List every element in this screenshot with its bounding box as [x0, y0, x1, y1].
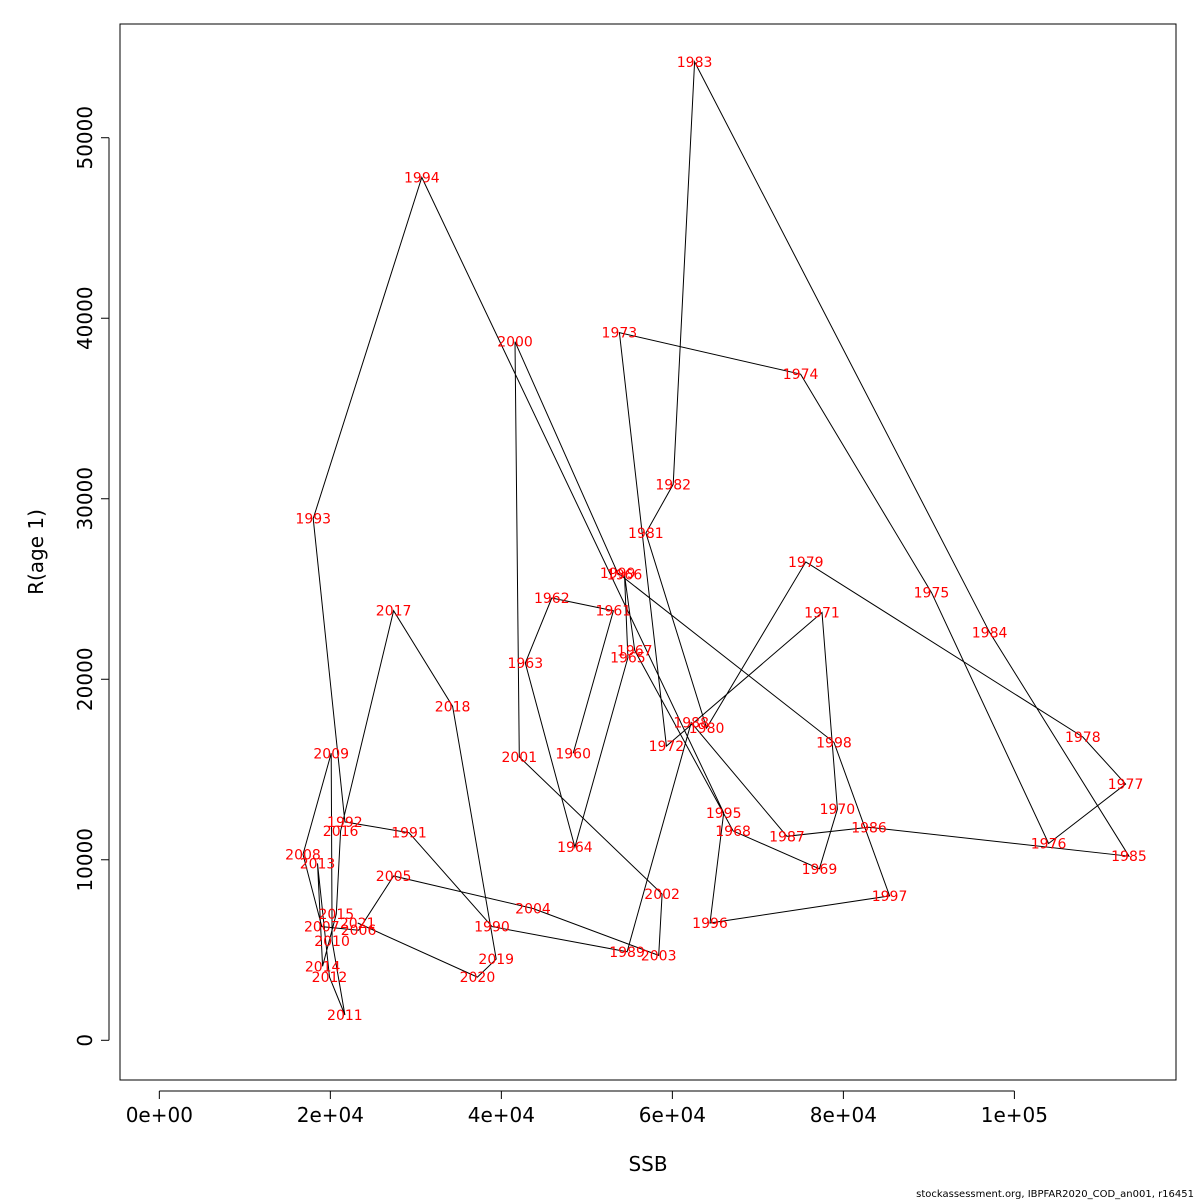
year-label-1988: 1988: [673, 716, 709, 732]
year-labels: 1960 1961 1962 1963 1964 1965 1966 1967 1968 1969…: [285, 55, 1147, 1024]
year-label-1971: 1971: [804, 605, 840, 621]
year-label-1970: 1970: [820, 802, 856, 818]
year-label-1972: 1972: [649, 739, 685, 755]
year-label-2004: 2004: [515, 902, 551, 918]
year-label-1973: 1973: [602, 326, 638, 342]
year-label-2018: 2018: [435, 699, 471, 715]
trajectory-line: [302, 60, 1130, 1016]
year-label-2019: 2019: [478, 952, 514, 968]
year-label-1965: 1965: [610, 651, 646, 667]
year-label-2017: 2017: [376, 604, 412, 620]
year-label-1976: 1976: [1031, 837, 1067, 853]
year-label-1981: 1981: [628, 526, 664, 542]
year-label-1996: 1996: [692, 916, 728, 932]
year-label-2009: 2009: [313, 746, 349, 762]
year-label-2021: 2021: [340, 916, 376, 932]
year-label-2012: 2012: [312, 970, 348, 986]
year-label-1964: 1964: [557, 840, 593, 856]
year-label-1977: 1977: [1108, 777, 1144, 793]
year-label-2002: 2002: [644, 887, 680, 903]
year-label-1979: 1979: [788, 555, 824, 571]
y-tick-label: 10000: [73, 828, 97, 892]
year-label-1990: 1990: [474, 920, 510, 936]
x-tick-label: 1e+05: [981, 1103, 1048, 1127]
year-label-1998: 1998: [816, 735, 852, 751]
year-label-1985: 1985: [1111, 849, 1147, 865]
year-label-1961: 1961: [596, 604, 632, 620]
year-label-1982: 1982: [655, 477, 691, 493]
year-label-2015: 2015: [319, 907, 355, 923]
x-tick-label: 8e+04: [810, 1103, 877, 1127]
footer-credit: stockassessment.org, IBPFAR2020_COD_an00…: [916, 1189, 1194, 1200]
y-tick-label: 40000: [73, 286, 97, 350]
year-label-2000: 2000: [497, 335, 533, 351]
y-axis-title: R(age 1): [24, 509, 48, 595]
x-tick-label: 0e+00: [126, 1103, 193, 1127]
year-label-1997: 1997: [872, 889, 908, 905]
plot-frame: [119, 23, 1177, 1081]
y-tick-label: 30000: [73, 467, 97, 531]
year-label-2007: 2007: [304, 920, 340, 936]
year-label-1986: 1986: [851, 820, 887, 836]
year-label-1983: 1983: [677, 55, 713, 71]
y-tick-label: 0: [73, 1034, 97, 1047]
year-label-2013: 2013: [300, 856, 336, 872]
year-label-1975: 1975: [914, 586, 950, 602]
y-tick-label: 50000: [73, 106, 97, 170]
year-label-1967: 1967: [617, 643, 653, 659]
year-label-1968: 1968: [715, 824, 751, 840]
ssb-recruitment-trajectory: [302, 60, 1130, 1016]
y-tick-label: 20000: [73, 647, 97, 711]
year-label-1992: 1992: [327, 815, 363, 831]
year-label-2006: 2006: [341, 923, 377, 939]
year-label-1978: 1978: [1065, 730, 1101, 746]
year-label-1994: 1994: [404, 170, 440, 186]
year-label-1993: 1993: [295, 512, 331, 528]
year-label-1962: 1962: [534, 591, 570, 607]
year-label-2014: 2014: [305, 959, 341, 975]
year-label-1980: 1980: [689, 721, 725, 737]
x-tick-label: 4e+04: [468, 1103, 535, 1127]
year-label-2003: 2003: [641, 948, 677, 964]
x-axis: 0e+00 2e+04 4e+04 6e+04 8e+04 1e+05: [126, 1090, 1048, 1127]
year-label-2020: 2020: [460, 970, 496, 986]
x-tick-label: 2e+04: [297, 1103, 364, 1127]
year-label-1995: 1995: [706, 806, 742, 822]
year-label-1991: 1991: [391, 826, 427, 842]
year-label-1984: 1984: [972, 625, 1008, 641]
year-label-1989: 1989: [609, 945, 645, 961]
x-tick-label: 6e+04: [639, 1103, 706, 1127]
y-axis: 0 10000 20000 30000 40000 50000: [73, 106, 110, 1047]
year-label-1966: 1966: [607, 568, 643, 584]
year-label-2016: 2016: [323, 824, 359, 840]
x-axis-title: SSB: [628, 1152, 667, 1176]
year-label-1963: 1963: [507, 656, 543, 672]
year-label-2005: 2005: [376, 869, 412, 885]
year-label-1999: 1999: [600, 566, 636, 582]
year-label-1969: 1969: [802, 862, 838, 878]
year-label-2008: 2008: [285, 847, 321, 863]
year-label-2011: 2011: [327, 1008, 363, 1024]
year-label-2001: 2001: [501, 750, 537, 766]
year-label-1960: 1960: [555, 746, 591, 762]
year-label-1974: 1974: [783, 367, 819, 383]
year-label-2010: 2010: [314, 934, 350, 950]
year-label-1987: 1987: [769, 829, 805, 845]
